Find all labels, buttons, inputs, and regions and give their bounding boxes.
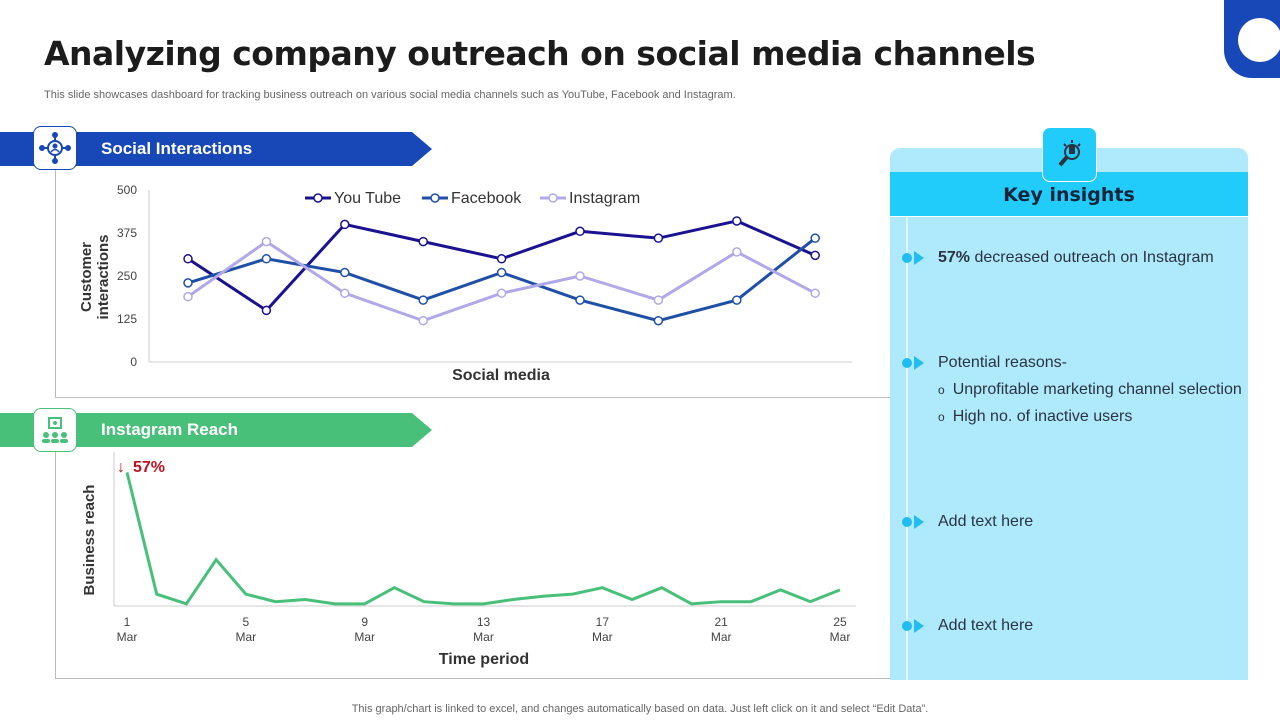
y-tick-label: 250 [117, 269, 137, 283]
key-insights-panel [890, 148, 1248, 680]
x-tick-label: Mar [117, 630, 138, 644]
x-tick-label: 9 [361, 615, 368, 629]
y-tick-label: 375 [117, 226, 137, 240]
social-interactions-chart: 0 125 250 375 500 You Tube Facebook Instagram So… [78, 183, 852, 384]
insight-bullet-icon [902, 515, 926, 529]
decline-annotation: 57% [133, 459, 165, 476]
x-tick-label: Mar [711, 630, 732, 644]
data-point [340, 219, 350, 230]
legend-marker [430, 193, 440, 203]
x-tick-label: Mar [354, 630, 375, 644]
x-tick-label: Mar [592, 630, 613, 644]
data-point [653, 295, 664, 305]
data-point [575, 295, 585, 305]
data-point [653, 233, 664, 243]
insight-2: Potential reasons- [938, 354, 1067, 371]
data-point [261, 305, 272, 316]
insight-1-text: decreased outreach on Instagram [970, 249, 1214, 266]
insight-3: Add text here [938, 513, 1034, 530]
insight-bullet-icon [902, 251, 926, 265]
sub-text: Unprofitable marketing channel selection [952, 381, 1242, 398]
y-tick-label: 125 [117, 312, 137, 326]
data-point [496, 288, 507, 298]
data-point [732, 216, 742, 226]
data-point [732, 247, 742, 257]
data-point [810, 250, 820, 261]
data-point [340, 267, 350, 278]
data-point [575, 271, 585, 281]
legend-label: Facebook [451, 190, 522, 207]
page-title: Analyzing company outreach on social med… [44, 34, 1036, 73]
data-point [810, 288, 820, 298]
insight-1-bold: 57% [938, 249, 971, 266]
insight-2-sub-2: o High no. of inactive users [938, 408, 1133, 425]
data-point [575, 226, 585, 237]
x-axis-title: Social media [452, 367, 550, 384]
x-tick-label: 1 [124, 615, 131, 629]
sub-text: High no. of inactive users [952, 408, 1133, 425]
insight-bullet-icon [902, 356, 926, 370]
data-point [418, 295, 428, 305]
page-subtitle: This slide showcases dashboard for track… [44, 89, 736, 101]
y-tick-label: 500 [117, 183, 137, 197]
x-axis-title: Time period [439, 651, 529, 668]
instagram-chart-frame [55, 448, 890, 679]
x-tick-label: 13 [477, 615, 491, 629]
legend-label: Instagram [569, 190, 640, 207]
x-tick-label: 17 [596, 615, 610, 629]
data-point [261, 236, 272, 247]
data-point [496, 267, 507, 278]
data-point [418, 315, 428, 326]
insight-2-sub-1: o Unprofitable marketing channel selectio… [938, 381, 1242, 398]
footer-note: This graph/chart is linked to excel, and… [351, 703, 929, 715]
gear-decoration-icon [1224, 0, 1280, 78]
audience-icon [33, 408, 77, 452]
x-tick-label: Mar [235, 630, 256, 644]
reach-line [125, 472, 841, 606]
legend-marker [548, 193, 558, 203]
x-tick-label: Mar [473, 630, 494, 644]
data-point [183, 278, 193, 288]
data-point [732, 295, 742, 305]
insight-bullet-icon [902, 619, 926, 633]
social-chart-frame [55, 166, 890, 398]
x-tick-label: Mar [830, 630, 851, 644]
y-axis-title: Business reach [81, 485, 98, 596]
insight-1: 57% decreased outreach on Instagram [938, 249, 1214, 267]
data-point [496, 254, 507, 264]
x-tick-label: 25 [833, 615, 847, 629]
data-point [261, 254, 272, 264]
x-tick-label: 21 [714, 615, 728, 629]
y-axis-title-line1: Customer [78, 242, 95, 312]
data-point [340, 288, 350, 298]
down-arrow-icon: ↓ [117, 459, 125, 476]
idea-search-icon [1042, 127, 1097, 182]
data-point [653, 315, 664, 326]
timeline-line [906, 217, 908, 680]
network-icon [33, 126, 77, 170]
legend-marker [313, 193, 323, 203]
insight-4: Add text here [938, 617, 1034, 634]
data-point [810, 233, 820, 243]
data-point [418, 236, 428, 247]
x-tick-label: 5 [242, 615, 249, 629]
y-tick-label: 0 [130, 355, 137, 369]
legend-label: You Tube [334, 190, 401, 207]
data-point [183, 254, 193, 264]
series-line-instagram [187, 239, 816, 323]
y-axis-title-line2: interactions [95, 234, 112, 319]
data-point [183, 291, 193, 302]
